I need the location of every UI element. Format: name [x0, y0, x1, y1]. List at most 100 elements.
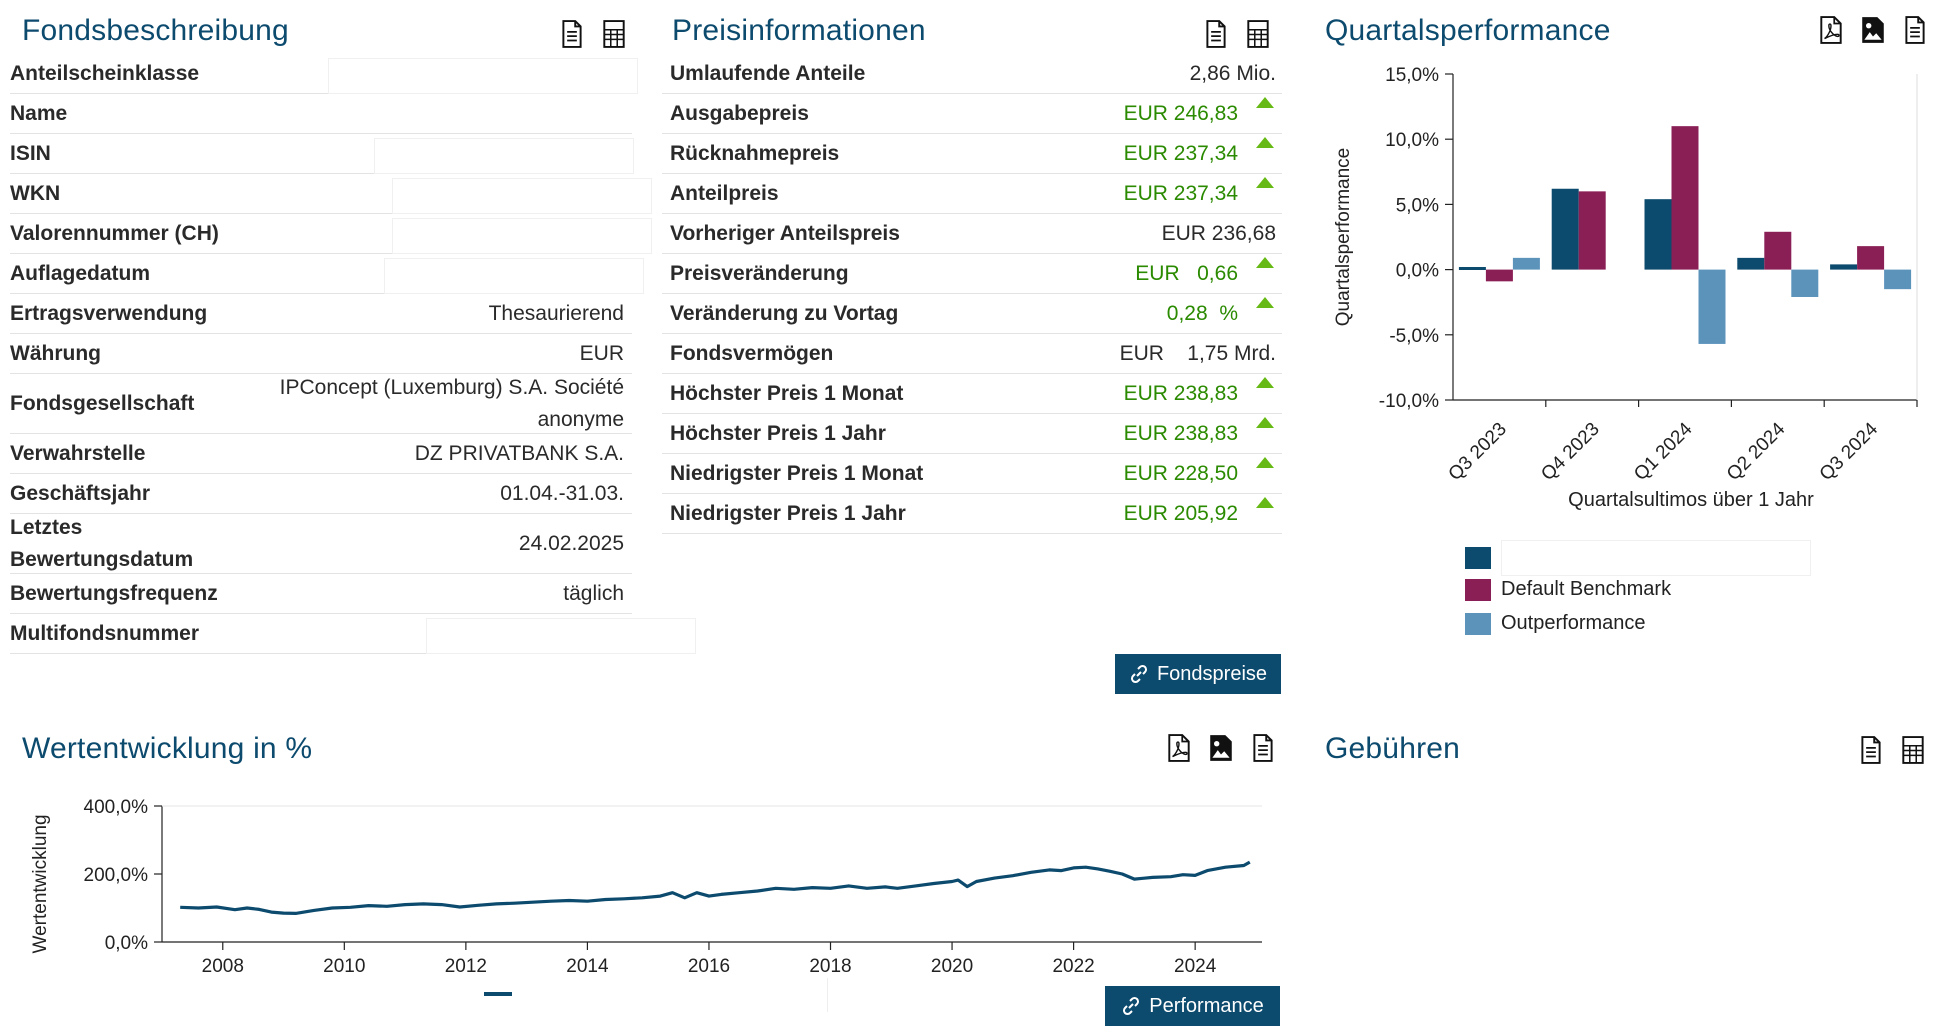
line-y-tick-label: 400,0% — [84, 797, 149, 818]
fonds-row-label: Verwahrstelle — [10, 441, 146, 465]
gebuehren-title: Gebühren — [1325, 732, 1461, 765]
preis-row-label: Niedrigster Preis 1 Monat — [670, 461, 924, 485]
fonds-row: Name — [10, 94, 632, 134]
spreadsheet-icon[interactable] — [598, 18, 630, 50]
legend-item-benchmark: Default Benchmark — [1465, 578, 1671, 601]
preis-row-value: 0,28 % — [1166, 301, 1238, 325]
bar-series-2 — [1791, 269, 1819, 297]
fonds-row-label: Geschäftsjahr — [10, 481, 151, 505]
document-icon[interactable] — [556, 18, 588, 50]
bar-series-0 — [1830, 264, 1858, 270]
bar-series-1 — [1485, 269, 1513, 282]
image-icon[interactable] — [1205, 732, 1237, 764]
document-icon[interactable] — [1855, 734, 1887, 766]
bar-y-tick-label: 10,0% — [1385, 130, 1439, 151]
preisinformationen-panel: Preisinformationen Umlaufende Anteile 2,8… — [660, 0, 1285, 700]
preis-row-value: EUR 237,34 — [1123, 181, 1238, 205]
quartalsperformance-chart: 15,0% 10,0% 5,0% 0,0% -5,0% -10,0% Q3 2023 Q4 2… — [1333, 65, 1918, 511]
link-icon — [1130, 664, 1147, 684]
price-up-icon — [1256, 257, 1274, 268]
bar-series-0 — [1458, 266, 1486, 270]
fonds-row-value: EUR — [579, 341, 624, 365]
line-y-tick-label: 0,0% — [105, 933, 148, 954]
preis-row: Veränderung zu Vortag 0,28 % — [662, 294, 1282, 334]
line-x-tick-label: 2024 — [1174, 956, 1217, 977]
bar-x-tick-label: Q3 2023 — [1445, 419, 1511, 485]
preis-row-value: EUR 238,83 — [1123, 381, 1238, 405]
preis-row: Höchster Preis 1 Monat EUR 238,83 — [662, 374, 1282, 414]
fondsbeschreibung-panel: Fondsbeschreibung Anteilscheinklasse Name… — [0, 0, 696, 700]
bar-series-0 — [1644, 199, 1672, 270]
fonds-row-value: täglich — [563, 581, 624, 605]
fonds-row-label: Anteilscheinklasse — [10, 61, 200, 85]
fonds-row-label: WKN — [10, 181, 61, 205]
bar-series-0 — [1737, 257, 1765, 270]
fonds-row: Fondsgesellschaft IPConcept (Luxemburg) S… — [10, 374, 632, 434]
bar-series-0 — [1551, 188, 1579, 270]
preis-row: Niedrigster Preis 1 Jahr EUR 205,92 — [662, 494, 1282, 534]
preis-row-value: EUR 237,34 — [1123, 141, 1238, 165]
preis-row: Anteilpreis EUR 237,34 — [662, 174, 1282, 214]
preis-row-value: EUR 0,66 — [1135, 261, 1238, 285]
bar-x-axis-label: Quartalsultimos über 1 Jahr — [1568, 489, 1814, 511]
price-up-icon — [1256, 417, 1274, 428]
bar-y-tick-label: 0,0% — [1396, 261, 1439, 282]
bar-x-tick-label: Q2 2024 — [1723, 418, 1790, 485]
document-icon[interactable] — [1899, 14, 1931, 46]
fonds-row: Auflagedatum — [10, 254, 644, 294]
line-x-tick-label: 2020 — [931, 956, 973, 977]
legend-item-outperformance: Outperformance — [1465, 612, 1646, 635]
preis-row-value: EUR 246,83 — [1123, 101, 1238, 125]
document-icon[interactable] — [1247, 732, 1279, 764]
bar-y-tick-label: 5,0% — [1396, 195, 1439, 216]
fondspreise-button[interactable]: Fondspreise — [1115, 654, 1281, 694]
pdf-icon[interactable] — [1815, 14, 1847, 46]
image-icon[interactable] — [1857, 14, 1889, 46]
line-x-tick-label: 2012 — [445, 956, 487, 977]
fonds-row: Bewertungsfrequenz täglich — [10, 574, 632, 614]
preis-row: Ausgabepreis EUR 246,83 — [662, 94, 1282, 134]
gebuehren-panel: Gebühren — [1285, 720, 1941, 1032]
bar-y-tick-label: -5,0% — [1389, 326, 1439, 347]
fondsbeschreibung-title: Fondsbeschreibung — [22, 14, 289, 47]
line-x-tick-label: 2016 — [688, 956, 730, 977]
preis-row-value: 2,86 Mio. — [1189, 61, 1276, 85]
price-up-icon — [1256, 297, 1274, 308]
line-x-tick-label: 2018 — [809, 956, 851, 977]
document-icon[interactable] — [1200, 18, 1232, 50]
preis-row: Niedrigster Preis 1 Monat EUR 228,50 — [662, 454, 1282, 494]
fonds-row-label: Valorennummer (CH) — [10, 221, 219, 245]
preis-row: Höchster Preis 1 Jahr EUR 238,83 — [662, 414, 1282, 454]
fonds-row-label: Letztes Bewertungsdatum — [10, 516, 193, 572]
fonds-row-label: Auflagedatum — [10, 261, 151, 285]
line-legend-swatch — [484, 992, 512, 996]
fonds-row: Ertragsverwendung Thesaurierend — [10, 294, 632, 334]
preis-row-label: Niedrigster Preis 1 Jahr — [670, 501, 906, 525]
legend-item-fund — [1465, 540, 1811, 576]
bar-y-tick-label: -10,0% — [1379, 391, 1439, 412]
fonds-row-value: DZ PRIVATBANK S.A. — [414, 441, 624, 465]
preis-row-label: Fondsvermögen — [670, 341, 834, 365]
fonds-row-label: Multifondsnummer — [10, 621, 199, 645]
legend-swatch-benchmark — [1465, 578, 1491, 601]
legend-label-outperformance: Outperformance — [1501, 612, 1646, 634]
performance-button[interactable]: Performance — [1105, 986, 1280, 1026]
fonds-row-value-placeholder — [328, 58, 638, 94]
fonds-row-value-placeholder — [384, 258, 644, 294]
fonds-row: Anteilscheinklasse — [10, 54, 638, 94]
fonds-row: Geschäftsjahr 01.04.-31.03. — [10, 474, 632, 514]
pdf-icon[interactable] — [1163, 732, 1195, 764]
spreadsheet-icon[interactable] — [1242, 18, 1274, 50]
preis-row-label: Höchster Preis 1 Monat — [670, 381, 904, 405]
fonds-row-value-placeholder — [392, 218, 652, 254]
fonds-row: WKN — [10, 174, 652, 214]
fonds-row-label-line: Bewertungsdatum — [10, 547, 194, 571]
fonds-row-value-line: anonyme — [537, 407, 624, 431]
fonds-row: Währung EUR — [10, 334, 632, 374]
preis-row: Preisveränderung EUR 0,66 — [662, 254, 1282, 294]
spreadsheet-icon[interactable] — [1897, 734, 1929, 766]
preis-row-value: EUR 236,68 — [1161, 221, 1276, 245]
fonds-row-value: IPConcept (Luxemburg) S.A. Société anonym… — [280, 376, 624, 432]
bar-x-tick-label: Q4 2023 — [1537, 419, 1603, 485]
preis-row-label: Umlaufende Anteile — [670, 61, 866, 85]
